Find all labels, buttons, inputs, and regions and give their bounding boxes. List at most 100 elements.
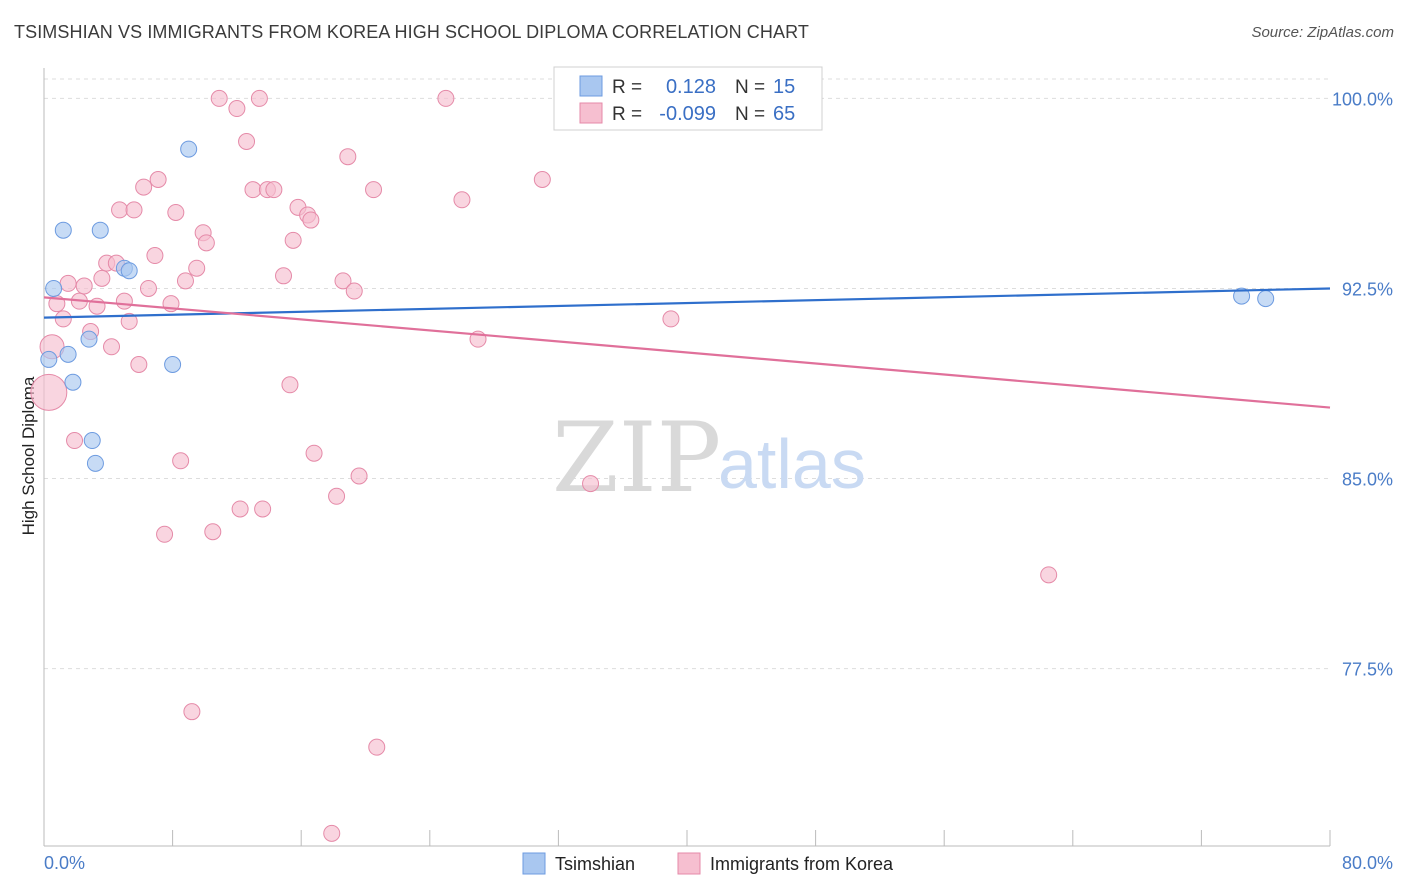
x-tick-labels: 0.0% 80.0%	[44, 853, 1393, 873]
point-korea	[176, 272, 194, 290]
point-korea	[111, 201, 129, 219]
point-korea	[93, 269, 111, 287]
watermark-zip: ZIP	[552, 402, 721, 514]
point-korea	[254, 500, 272, 518]
legend-r-value-2: -0.099	[659, 103, 716, 125]
point-korea	[533, 171, 551, 189]
point-tsimshian	[164, 356, 182, 374]
y-tick-labels: 77.5% 85.0% 92.5% 100.0%	[1332, 89, 1393, 679]
point-korea	[302, 211, 320, 229]
point-korea	[662, 310, 680, 328]
y-tick-label: 100.0%	[1332, 89, 1393, 109]
point-korea	[135, 178, 153, 196]
point-tsimshian	[1233, 287, 1251, 305]
point-korea	[75, 277, 93, 295]
point-korea	[167, 203, 185, 221]
point-korea	[228, 100, 246, 118]
point-tsimshian	[1257, 290, 1275, 308]
point-korea	[146, 247, 164, 265]
bottom-legend-swatch-tsimshian	[522, 852, 546, 875]
point-korea	[30, 373, 68, 411]
point-korea	[323, 824, 341, 842]
x-tick-label-max: 80.0%	[1342, 853, 1393, 873]
point-korea	[582, 475, 600, 493]
y-tick-label: 85.0%	[1342, 470, 1393, 490]
point-korea	[437, 89, 455, 107]
point-korea	[120, 312, 138, 330]
point-korea	[231, 500, 249, 518]
point-korea	[339, 148, 357, 166]
point-korea	[156, 525, 174, 543]
legend-n-value-1: 15	[773, 76, 795, 98]
legend-swatch-tsimshian	[579, 75, 603, 97]
legend-n-label-1: N =	[735, 77, 765, 98]
source-credit: Source: ZipAtlas.com	[1251, 24, 1394, 41]
y-tick-label: 92.5%	[1342, 279, 1393, 299]
legend-r-label-1: R =	[612, 77, 642, 98]
point-tsimshian	[180, 140, 198, 158]
chart-title: TSIMSHIAN VS IMMIGRANTS FROM KOREA HIGH …	[14, 22, 809, 42]
point-korea	[183, 703, 201, 721]
point-korea	[365, 181, 383, 199]
point-tsimshian	[91, 221, 109, 239]
point-tsimshian	[64, 373, 82, 391]
point-korea	[130, 356, 148, 374]
point-tsimshian	[45, 279, 63, 297]
point-korea	[265, 181, 283, 199]
legend-n-value-2: 65	[773, 103, 795, 125]
trendlines	[43, 287, 1331, 409]
point-korea	[54, 310, 72, 328]
bottom-legend-label-korea: Immigrants from Korea	[710, 854, 894, 874]
point-korea	[250, 89, 268, 107]
bottom-legend-swatch-korea	[677, 852, 701, 875]
series-immigrants-from-korea	[30, 89, 1058, 842]
y-axis-title: High School Diploma	[19, 376, 38, 535]
point-korea	[66, 432, 84, 450]
legend-r-label-2: R =	[612, 104, 642, 125]
trendline-korea	[43, 296, 1331, 409]
point-korea	[350, 467, 368, 485]
point-korea	[345, 282, 363, 300]
trendline-tsimshian	[43, 287, 1331, 319]
point-korea	[305, 444, 323, 462]
point-korea	[210, 89, 228, 107]
point-korea	[281, 376, 299, 394]
gridlines	[44, 78, 1330, 670]
point-korea	[328, 487, 346, 505]
point-tsimshian	[83, 432, 101, 450]
legend-n-label-2: N =	[735, 104, 765, 125]
point-korea	[284, 231, 302, 249]
point-korea	[172, 452, 190, 470]
point-tsimshian	[80, 330, 98, 348]
point-korea	[368, 738, 386, 756]
point-korea	[1040, 566, 1058, 584]
point-korea	[125, 201, 143, 219]
point-tsimshian	[54, 221, 72, 239]
point-tsimshian	[120, 262, 138, 280]
y-tick-label: 77.5%	[1342, 660, 1393, 680]
series-tsimshian	[40, 140, 1275, 472]
watermark: ZIP atlas	[552, 402, 866, 514]
point-korea	[334, 272, 352, 290]
point-korea	[115, 292, 133, 310]
watermark-atlas: atlas	[718, 425, 866, 503]
point-korea	[149, 171, 167, 189]
point-korea	[453, 191, 471, 209]
point-korea	[103, 338, 121, 356]
axes	[43, 68, 1331, 847]
point-tsimshian	[40, 350, 58, 368]
point-korea	[244, 181, 262, 199]
point-tsimshian	[59, 345, 77, 363]
point-korea	[188, 259, 206, 277]
point-korea	[197, 234, 215, 252]
point-tsimshian	[86, 454, 104, 472]
point-korea	[275, 267, 293, 285]
legend-r-value-1: 0.128	[666, 76, 716, 98]
point-korea	[238, 132, 256, 150]
correlation-legend: R = 0.128 N = 15 R = -0.099 N = 65	[553, 66, 823, 131]
x-tick-label-min: 0.0%	[44, 853, 85, 873]
series-legend: Tsimshian Immigrants from Korea	[522, 852, 894, 875]
point-korea	[59, 274, 77, 292]
point-korea	[204, 523, 222, 541]
